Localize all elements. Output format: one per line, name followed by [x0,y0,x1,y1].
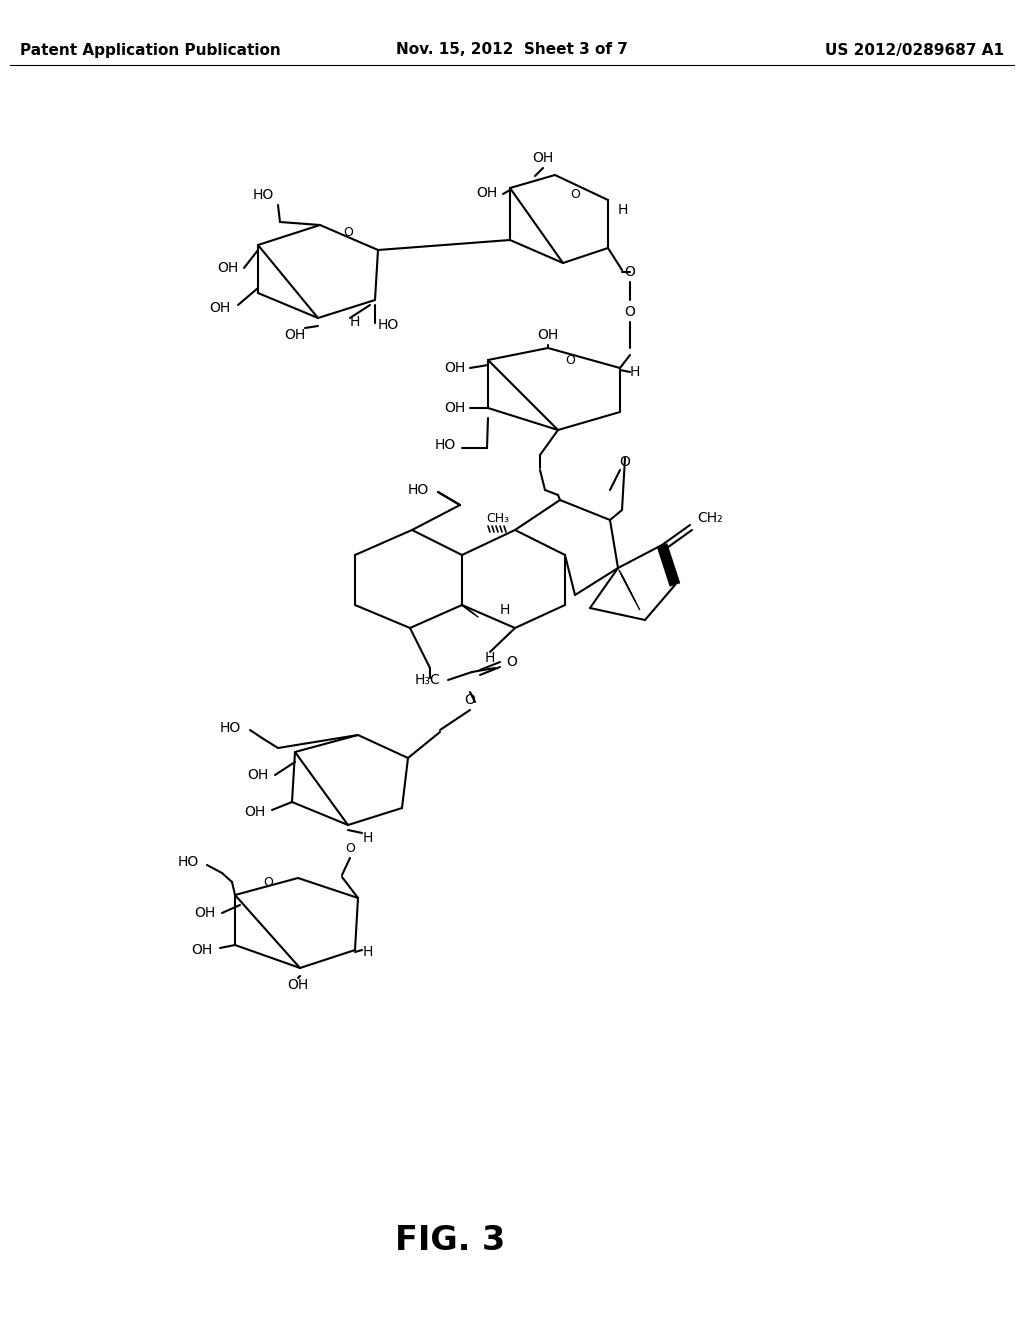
Text: CH₃: CH₃ [486,511,510,524]
Text: O: O [565,354,574,367]
Text: O: O [507,655,517,669]
Text: OH: OH [444,401,466,414]
Text: FIG. 3: FIG. 3 [395,1224,505,1257]
Text: OH: OH [217,261,239,275]
Text: O: O [343,227,353,239]
Text: OH: OH [476,186,498,201]
Text: O: O [345,842,355,854]
Text: OH: OH [248,768,268,781]
Text: OH: OH [538,327,559,342]
Text: HO: HO [378,318,398,333]
Text: H: H [630,366,640,379]
Text: HO: HO [252,187,273,202]
Text: H₃C: H₃C [415,673,441,686]
Text: O: O [263,875,273,888]
Text: OH: OH [285,327,305,342]
Text: O: O [620,455,631,469]
Text: O: O [625,305,636,319]
Text: O: O [570,189,580,202]
Text: US 2012/0289687 A1: US 2012/0289687 A1 [825,42,1004,58]
Text: OH: OH [191,942,213,957]
Text: H: H [350,315,360,329]
Text: HO: HO [408,483,429,498]
Text: H: H [617,203,628,216]
Text: H: H [362,945,373,960]
Text: OH: OH [444,360,466,375]
Text: HO: HO [177,855,199,869]
Text: OH: OH [195,906,216,920]
Text: OH: OH [288,978,308,993]
Text: CH₂: CH₂ [697,511,723,525]
Text: O: O [465,693,475,708]
Text: H: H [362,832,373,845]
Text: H: H [500,603,510,616]
Text: OH: OH [245,805,265,818]
Text: HO: HO [434,438,456,451]
Text: Nov. 15, 2012  Sheet 3 of 7: Nov. 15, 2012 Sheet 3 of 7 [396,42,628,58]
Text: O: O [625,265,636,279]
Text: HO: HO [219,721,241,735]
Text: OH: OH [532,150,554,165]
Text: H: H [484,651,496,665]
Text: OH: OH [209,301,230,315]
Text: Patent Application Publication: Patent Application Publication [20,42,281,58]
